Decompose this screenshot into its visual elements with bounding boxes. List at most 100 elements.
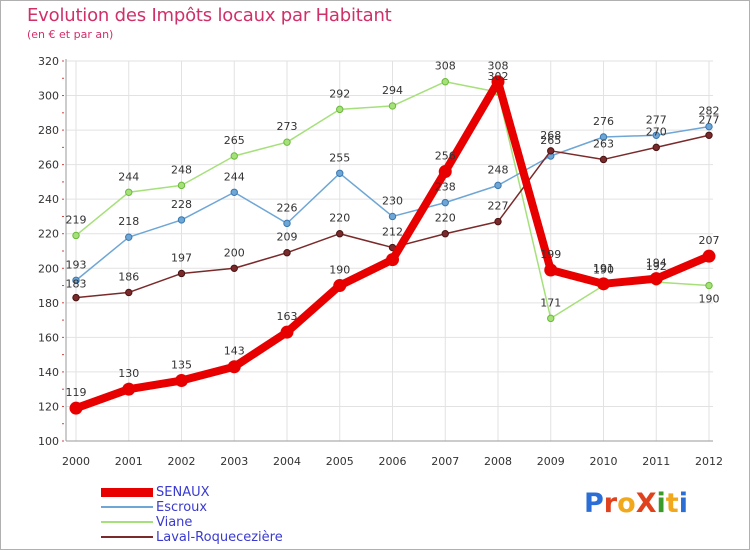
series-point	[441, 198, 449, 207]
x-tick-label: 2009	[537, 455, 565, 468]
data-label: 294	[382, 84, 403, 97]
logo-letter: X	[635, 488, 657, 519]
series-point	[652, 131, 660, 139]
data-label: 143	[224, 345, 245, 358]
series-point	[705, 281, 713, 290]
series-point	[230, 188, 238, 196]
data-label: 277	[646, 113, 667, 126]
y-tick-label: 300	[38, 90, 59, 103]
proxiti-logo: ProXiti	[584, 488, 688, 519]
series-point	[72, 276, 80, 285]
series-point	[388, 102, 397, 110]
series-point	[177, 181, 186, 190]
data-label: 268	[540, 129, 561, 142]
series-point	[705, 131, 713, 139]
series-point	[652, 143, 660, 152]
series-point	[175, 374, 188, 388]
data-label: 135	[171, 359, 192, 372]
series-point	[599, 133, 608, 141]
series-point	[230, 264, 238, 272]
x-tick-label: 2005	[326, 455, 354, 468]
data-label: 193	[66, 258, 87, 271]
data-label: 194	[646, 257, 667, 270]
legend-swatch-escroux	[101, 506, 153, 508]
legend-swatch-laval-roqueceziere	[101, 536, 153, 538]
logo-letter: r	[603, 488, 618, 519]
series-point	[336, 105, 344, 114]
legend-label-viane: Viane	[156, 515, 193, 530]
data-label: 248	[171, 163, 192, 176]
series-point	[283, 219, 291, 228]
series-point	[125, 188, 133, 196]
series-point	[649, 272, 663, 286]
series-point	[125, 233, 133, 241]
y-tick-label: 260	[38, 159, 59, 172]
data-label: 263	[593, 137, 614, 150]
data-label: 207	[699, 234, 720, 247]
series-point	[280, 325, 294, 339]
series-point	[177, 269, 186, 278]
grid	[66, 60, 713, 442]
series-point	[494, 217, 502, 226]
series-point	[494, 181, 502, 190]
series-point	[283, 249, 291, 257]
x-tick-label: 2011	[642, 455, 670, 468]
logo-letter: o	[617, 488, 636, 519]
series-point	[230, 152, 238, 160]
data-label: 292	[329, 87, 350, 100]
series-point	[702, 249, 716, 263]
x-tick-label: 2004	[273, 455, 301, 468]
data-label: 244	[118, 170, 139, 183]
legend-swatch-senaux	[101, 488, 153, 497]
data-label: 265	[540, 134, 561, 147]
y-tick-label: 320	[38, 55, 59, 68]
logo-letter: i	[656, 488, 666, 519]
data-label: 238	[435, 181, 456, 194]
legend-label-senaux: SENAUX	[156, 485, 210, 500]
legend-label-laval-roqueceziere: Laval-Roquecezière	[156, 530, 283, 545]
x-tick-label: 2006	[379, 455, 407, 468]
x-tick-label: 2002	[168, 455, 196, 468]
series-point	[491, 75, 505, 89]
data-label: 256	[435, 150, 456, 163]
data-label: 308	[488, 60, 509, 73]
data-label: 171	[540, 296, 561, 309]
data-label: 226	[277, 201, 298, 214]
series-point	[72, 293, 80, 302]
series-point	[438, 165, 452, 179]
x-tick-label: 2010	[590, 455, 618, 468]
series-point	[441, 230, 449, 238]
chart-title: Evolution des Impôts locaux par Habitant	[27, 5, 392, 26]
data-label: 302	[488, 70, 509, 83]
data-label: 244	[224, 170, 245, 183]
x-tick-label: 2007	[431, 455, 459, 468]
series-layer	[69, 75, 716, 415]
data-label: 190	[593, 264, 614, 277]
series-point	[547, 147, 555, 155]
y-tick-label: 140	[38, 366, 59, 379]
data-label: 163	[277, 310, 298, 323]
data-label: 308	[435, 60, 456, 73]
data-label: 270	[646, 125, 667, 138]
series-point	[69, 401, 83, 415]
legend-swatch-viane	[101, 521, 153, 523]
series-point	[547, 314, 555, 323]
data-label: 276	[593, 115, 614, 128]
series-point	[177, 216, 186, 224]
data-label: 282	[699, 105, 720, 118]
legend-label-escroux: Escroux	[156, 500, 208, 515]
data-label: 220	[435, 212, 456, 225]
x-tick-label: 2012	[695, 455, 723, 468]
data-label: 190	[699, 293, 720, 306]
series-point	[125, 288, 133, 297]
data-label: 183	[66, 278, 87, 291]
axes: 100 120 140 160 180 200 220 240 260 280 300 320 2000…	[38, 55, 723, 468]
series-point	[283, 138, 291, 146]
series-point	[333, 279, 347, 293]
logo-letter: i	[678, 488, 688, 519]
series-point	[705, 122, 713, 131]
chart-subtitle: (en € et par an)	[27, 28, 114, 41]
data-label: 220	[329, 212, 350, 225]
